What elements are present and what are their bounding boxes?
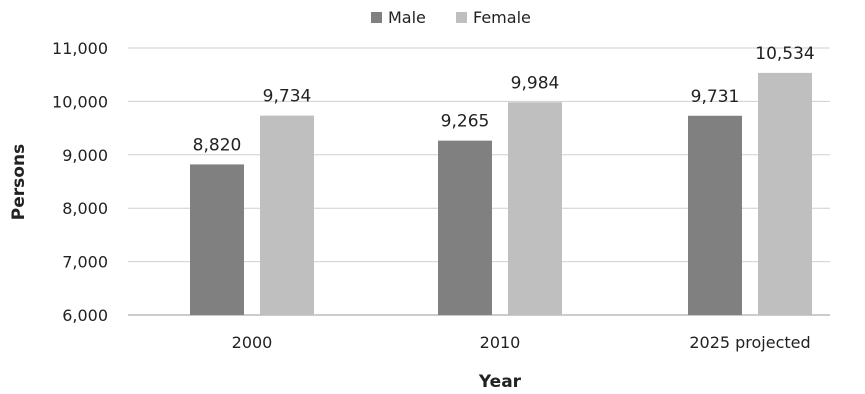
data-label-female-0: 9,734 <box>263 87 312 107</box>
y-tick-label: 10,000 <box>52 92 108 111</box>
bar-male-1 <box>438 140 492 315</box>
legend-label-female: Female <box>473 8 531 27</box>
y-axis-title: Persons <box>9 144 29 220</box>
bar-male-0 <box>190 164 244 315</box>
data-label-female-2: 10,534 <box>755 44 814 64</box>
legend-swatch-female <box>456 12 467 23</box>
bar-female-0 <box>260 115 314 315</box>
bars <box>190 72 812 316</box>
y-tick-label: 8,000 <box>62 199 108 218</box>
data-label-male-1: 9,265 <box>441 112 490 132</box>
legend-label-male: Male <box>388 8 426 27</box>
y-tick-label: 6,000 <box>62 306 108 325</box>
y-tick-label: 7,000 <box>62 253 108 272</box>
x-tick-label: 2010 <box>480 333 521 352</box>
data-label-male-0: 8,820 <box>193 135 242 155</box>
bar-female-1 <box>508 102 562 316</box>
y-tick-label: 11,000 <box>52 39 108 58</box>
data-label-female-1: 9,984 <box>511 73 560 93</box>
bar-female-2 <box>758 72 812 315</box>
bar-male-2 <box>688 115 742 315</box>
data-label-male-2: 9,731 <box>691 87 740 107</box>
legend: Male Female <box>371 8 531 27</box>
x-axis-ticks: 2000 2010 2025 projected <box>232 333 811 352</box>
x-axis-title: Year <box>478 372 522 392</box>
y-axis-ticks: 6,000 7,000 8,000 9,000 10,000 11,000 <box>52 39 108 325</box>
x-tick-label: 2000 <box>232 333 273 352</box>
x-tick-label: 2025 projected <box>689 333 810 352</box>
legend-swatch-male <box>371 12 382 23</box>
data-labels: 8,820 9,734 9,265 9,984 9,731 10,534 <box>193 44 815 156</box>
y-tick-label: 9,000 <box>62 146 108 165</box>
